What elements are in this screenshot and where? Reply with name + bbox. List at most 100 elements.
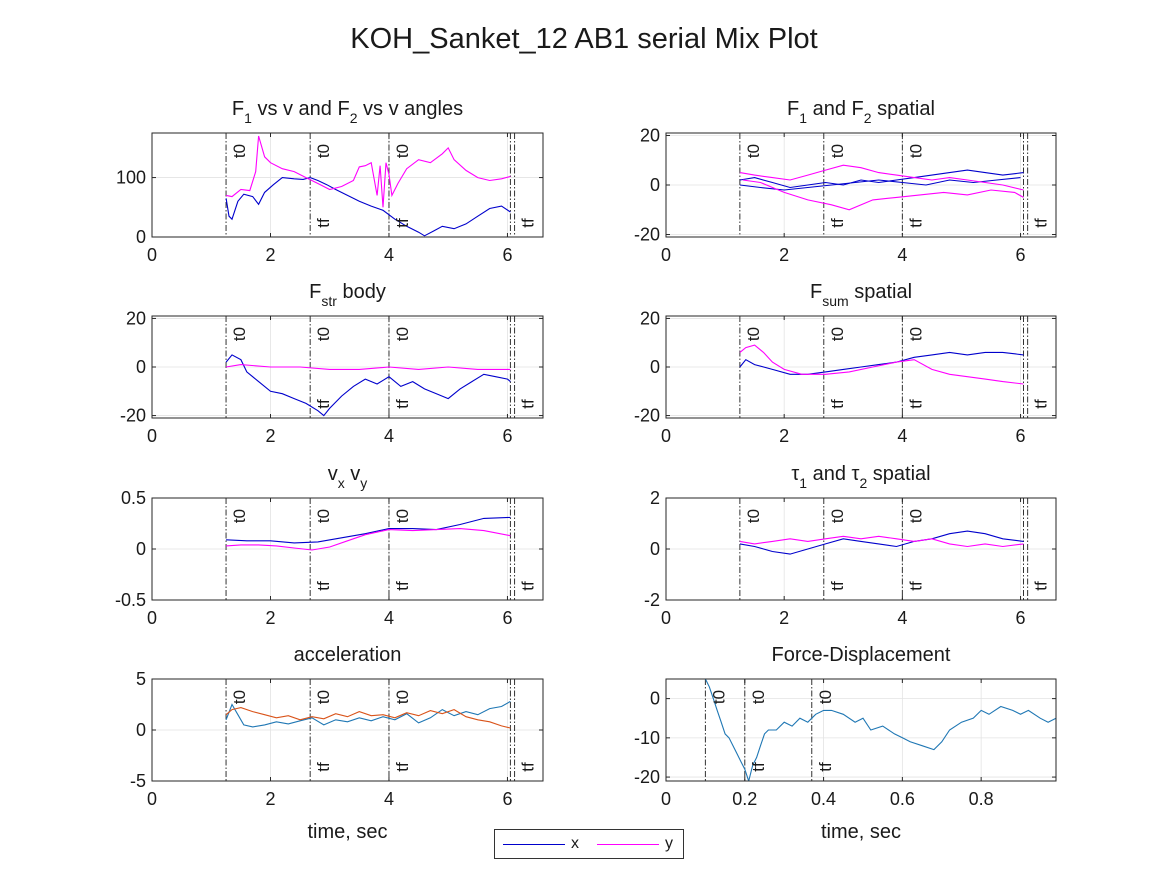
x-tick-label: 0 [147, 608, 157, 628]
panel-title: Force-Displacement [772, 644, 951, 666]
series-group [739, 344, 1024, 385]
series-line-2 [739, 344, 1024, 385]
x-tick-label: 6 [1016, 245, 1026, 265]
tf-label: tf [749, 762, 768, 772]
t0-label: t0 [230, 509, 249, 523]
tf-label: tf [393, 762, 412, 772]
y-tick-label: 20 [640, 125, 660, 145]
series-line-1 [225, 354, 511, 417]
legend-x-line [503, 844, 565, 845]
tf-label: tf [1032, 581, 1051, 591]
legend-x-label: x [571, 835, 579, 852]
series-line-2 [226, 364, 511, 370]
tf-label: tf [828, 581, 847, 591]
y-tick-label: -5 [130, 771, 146, 791]
axes-box [665, 678, 1057, 782]
series-line-2 [225, 135, 511, 208]
tf-label: tf [816, 762, 835, 772]
y-tick-label: 100 [116, 168, 146, 188]
x-tick-label: 4 [897, 245, 907, 265]
series-group [225, 700, 511, 729]
panel-1: t0 t0 t0 tf tf tf 0 2 4 6 0 100 F1 vs v and F2 vs v … [116, 98, 544, 265]
series-line-1 [739, 169, 1024, 189]
tf-label: tf [1032, 218, 1051, 228]
x-tick-label: 0 [661, 608, 671, 628]
t0-label: t0 [709, 690, 728, 704]
y-tick-label: -20 [120, 406, 146, 426]
t0-label: t0 [314, 327, 333, 341]
tf-label: tf [314, 581, 333, 591]
x-axis-label: time, sec [821, 821, 901, 843]
x-tick-label: 6 [502, 608, 512, 628]
series-line-1 [739, 351, 1024, 375]
series-group [704, 679, 1056, 781]
x-tick-label: 0 [147, 426, 157, 446]
y-tick-label: 5 [136, 669, 146, 689]
series-line-3 [739, 164, 1024, 191]
x-tick-label: 6 [502, 789, 512, 809]
x-tick-label: 0.8 [969, 789, 994, 809]
series-line-1 [739, 530, 1024, 555]
x-tick-label: 6 [502, 245, 512, 265]
t0-label: t0 [744, 327, 763, 341]
series-line-1 [226, 516, 511, 544]
y-tick-label: 0 [136, 227, 146, 247]
x-tick-label: 2 [779, 245, 789, 265]
x-tick-label: 4 [384, 608, 394, 628]
t0-label: t0 [828, 509, 847, 523]
series-group [225, 354, 511, 417]
legend: x y [494, 829, 684, 859]
tf-label: tf [906, 399, 925, 409]
x-tick-label: 2 [779, 608, 789, 628]
series-line-1 [225, 177, 511, 237]
x-tick-label: 0 [147, 245, 157, 265]
panel-8: t0 t0 t0 tf tf 0 0.2 0.4 0.6 0.8 -20 -10 0 Force-Disp… [634, 644, 1057, 843]
tf-label: tf [393, 399, 412, 409]
x-tick-label: 0.6 [890, 789, 915, 809]
tf-label: tf [519, 218, 538, 228]
tf-label: tf [519, 762, 538, 772]
tf-label: tf [1032, 399, 1051, 409]
series-line-4 [742, 179, 1024, 211]
t0-label: t0 [744, 509, 763, 523]
tf-label: tf [906, 581, 925, 591]
panel-title: Fstr body [309, 281, 386, 309]
x-tick-label: 2 [265, 426, 275, 446]
panel-title: vx vy [328, 463, 368, 491]
panel-title: F1 and F2 spatial [787, 98, 935, 126]
y-tick-label: 2 [650, 488, 660, 508]
y-tick-label: 0 [650, 689, 660, 709]
series-line-1 [704, 679, 1056, 781]
tf-label: tf [314, 399, 333, 409]
panel-title: F1 vs v and F2 vs v angles [232, 98, 463, 126]
y-tick-label: -0.5 [115, 590, 146, 610]
series-line-2 [225, 707, 511, 729]
x-tick-label: 4 [384, 426, 394, 446]
t0-label: t0 [816, 690, 835, 704]
tf-label: tf [906, 218, 925, 228]
panel-title: acceleration [294, 644, 402, 666]
plot-area [152, 133, 543, 237]
x-tick-label: 0 [661, 426, 671, 446]
series-line-2 [739, 535, 1024, 548]
plot-area [666, 679, 1056, 781]
series-group [225, 135, 511, 237]
y-tick-label: -10 [634, 728, 660, 748]
y-tick-label: 0.5 [121, 488, 146, 508]
panel-title: τ1 and τ2 spatial [791, 463, 930, 491]
tf-label: tf [393, 218, 412, 228]
x-axis-label: time, sec [307, 821, 387, 843]
x-tick-label: 4 [897, 426, 907, 446]
x-tick-label: 2 [265, 245, 275, 265]
y-tick-label: 0 [650, 357, 660, 377]
x-tick-label: 2 [779, 426, 789, 446]
x-tick-label: 4 [384, 245, 394, 265]
y-tick-label: -20 [634, 406, 660, 426]
t0-label: t0 [230, 690, 249, 704]
